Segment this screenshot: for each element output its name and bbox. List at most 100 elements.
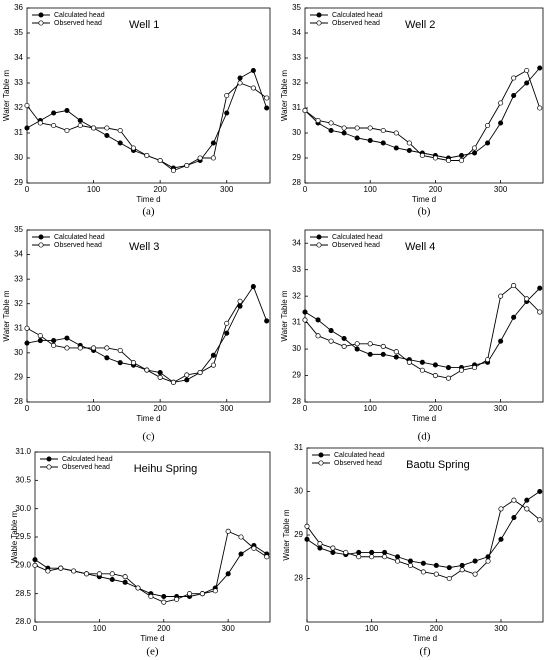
data-point xyxy=(472,558,478,564)
y-tick-label: 29 xyxy=(14,373,23,382)
data-point xyxy=(237,80,243,86)
y-tick-label: 28 xyxy=(292,397,301,406)
plot-frame xyxy=(306,447,544,623)
x-axis-label: Time d xyxy=(412,414,436,423)
x-tick-label: 200 xyxy=(153,404,167,413)
data-point xyxy=(144,367,150,373)
data-point xyxy=(367,341,373,347)
data-point xyxy=(184,372,190,378)
chart-title: Well 4 xyxy=(405,241,435,253)
data-point xyxy=(144,152,150,159)
x-tick-label: 100 xyxy=(365,624,379,633)
data-point xyxy=(511,75,517,81)
data-point xyxy=(64,127,70,134)
legend-label: Observed head xyxy=(62,464,110,471)
data-point xyxy=(77,122,83,129)
series-line xyxy=(26,301,241,383)
y-tick-label: 36 xyxy=(14,3,23,12)
y-tick-label: 29 xyxy=(294,530,303,539)
data-point xyxy=(135,585,141,591)
data-point xyxy=(199,591,205,597)
x-tick-label: 100 xyxy=(364,404,378,413)
panel-label: (e) xyxy=(146,646,159,658)
panel-label: (f) xyxy=(420,646,431,658)
data-point xyxy=(498,536,504,542)
data-point xyxy=(45,568,51,574)
plot-frame xyxy=(26,229,271,403)
x-tick-label: 200 xyxy=(430,624,444,633)
data-point xyxy=(485,558,491,564)
x-tick-label: 0 xyxy=(303,404,308,413)
x-tick-label: 0 xyxy=(305,624,310,633)
data-point xyxy=(511,283,517,289)
data-point xyxy=(24,102,30,109)
legend-marker xyxy=(316,234,322,240)
data-point xyxy=(51,342,57,349)
data-point xyxy=(58,565,64,571)
data-point xyxy=(343,549,349,555)
data-point xyxy=(511,515,517,521)
x-tick-label: 100 xyxy=(87,404,101,413)
y-tick-label: 29 xyxy=(292,371,301,380)
data-point xyxy=(406,147,412,154)
y-tick-label: 29 xyxy=(14,178,23,187)
legend-marker xyxy=(318,452,324,458)
data-point xyxy=(524,497,530,503)
y-tick-label: 29.0 xyxy=(15,560,31,569)
data-point xyxy=(433,571,439,577)
data-point xyxy=(148,593,154,600)
y-tick-label: 28 xyxy=(292,178,301,187)
data-point xyxy=(419,152,425,159)
data-point xyxy=(380,343,386,349)
chart-title: Heihu Spring xyxy=(134,463,198,475)
data-point xyxy=(328,127,334,134)
data-point xyxy=(302,317,308,323)
data-point xyxy=(382,554,388,560)
y-tick-label: 28.0 xyxy=(15,617,31,626)
data-point xyxy=(420,569,426,575)
data-point xyxy=(445,157,452,164)
data-point xyxy=(511,497,517,503)
panel: 0 100 200 300 28 29 30 31 32 33 34 Time d Water Tabl… xyxy=(280,229,544,443)
data-point xyxy=(91,125,97,131)
legend-marker xyxy=(316,20,322,26)
data-point xyxy=(369,554,375,560)
y-tick-label: 28.5 xyxy=(15,589,31,598)
data-point xyxy=(317,541,323,547)
data-point xyxy=(157,374,163,380)
data-point xyxy=(406,140,412,146)
y-axis-label: Water Table m xyxy=(2,70,11,121)
data-point xyxy=(446,575,452,582)
data-point xyxy=(250,67,256,74)
data-point xyxy=(122,574,128,580)
data-point xyxy=(445,375,452,381)
x-tick-label: 300 xyxy=(220,185,234,194)
data-point xyxy=(237,75,243,81)
legend-marker xyxy=(316,242,322,248)
data-point xyxy=(104,125,110,131)
x-tick-label: 200 xyxy=(153,185,167,194)
data-point xyxy=(354,125,360,131)
y-tick-label: 29.5 xyxy=(15,532,31,541)
data-point xyxy=(498,100,504,106)
legend-marker xyxy=(38,234,44,240)
legend-label: Calculated head xyxy=(332,12,383,19)
data-point xyxy=(224,110,230,116)
data-point xyxy=(51,122,57,129)
data-point xyxy=(432,362,438,368)
plot-frame xyxy=(26,7,271,184)
data-point xyxy=(197,155,203,161)
legend-marker xyxy=(38,12,44,18)
data-point xyxy=(341,125,347,131)
legend-marker xyxy=(38,242,44,248)
panel-label: (c) xyxy=(142,431,155,443)
data-point xyxy=(32,562,38,568)
y-tick-label: 29 xyxy=(292,153,301,162)
data-point xyxy=(354,346,360,352)
data-point xyxy=(432,372,438,379)
data-point xyxy=(24,125,30,131)
series-line xyxy=(304,67,541,159)
y-tick-label: 33 xyxy=(292,53,301,62)
data-point xyxy=(64,345,70,351)
